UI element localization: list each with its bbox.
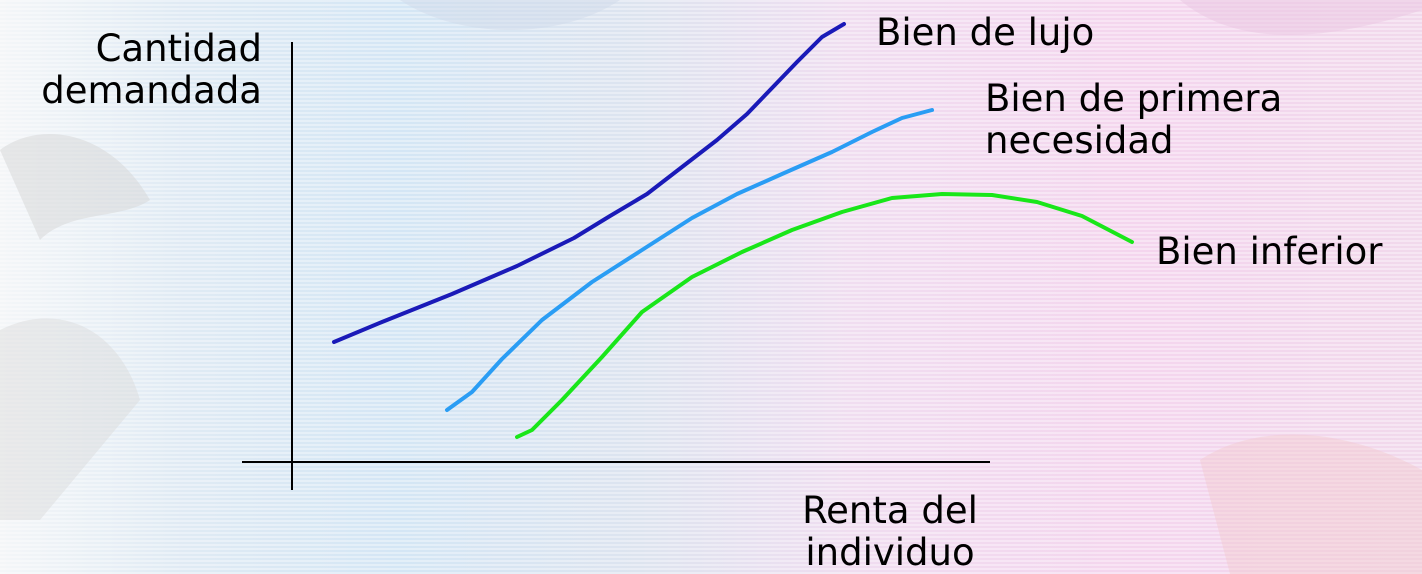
series-label-luxury: Bien de lujo xyxy=(876,12,1094,54)
series-label-necessity: Bien de primera necesidad xyxy=(985,78,1282,162)
x-axis-label-line-2: individuo xyxy=(805,531,975,574)
y-axis-label: Cantidad demandada xyxy=(0,28,262,112)
y-axis-label-line-2: demandada xyxy=(41,69,262,112)
series-line-luxury xyxy=(332,22,846,344)
series-label-line-2: necesidad xyxy=(985,119,1174,162)
series-label-inferior: Bien inferior xyxy=(1156,231,1383,273)
axes xyxy=(242,42,990,490)
x-axis-label: Renta del individuo xyxy=(770,490,1010,574)
series-label-line-1: Bien de lujo xyxy=(876,11,1095,54)
series-label-line-1: Bien inferior xyxy=(1156,230,1383,273)
series-luxury xyxy=(332,22,846,344)
y-axis-label-line-1: Cantidad xyxy=(95,27,262,70)
series-layer xyxy=(332,22,1134,439)
series-label-line-1: Bien de primera xyxy=(985,77,1283,120)
series-inferior xyxy=(515,192,1134,439)
x-axis-label-line-1: Renta del xyxy=(802,489,978,532)
series-line-necessity xyxy=(445,108,934,412)
series-necessity xyxy=(445,108,934,412)
series-line-inferior xyxy=(515,192,1134,439)
